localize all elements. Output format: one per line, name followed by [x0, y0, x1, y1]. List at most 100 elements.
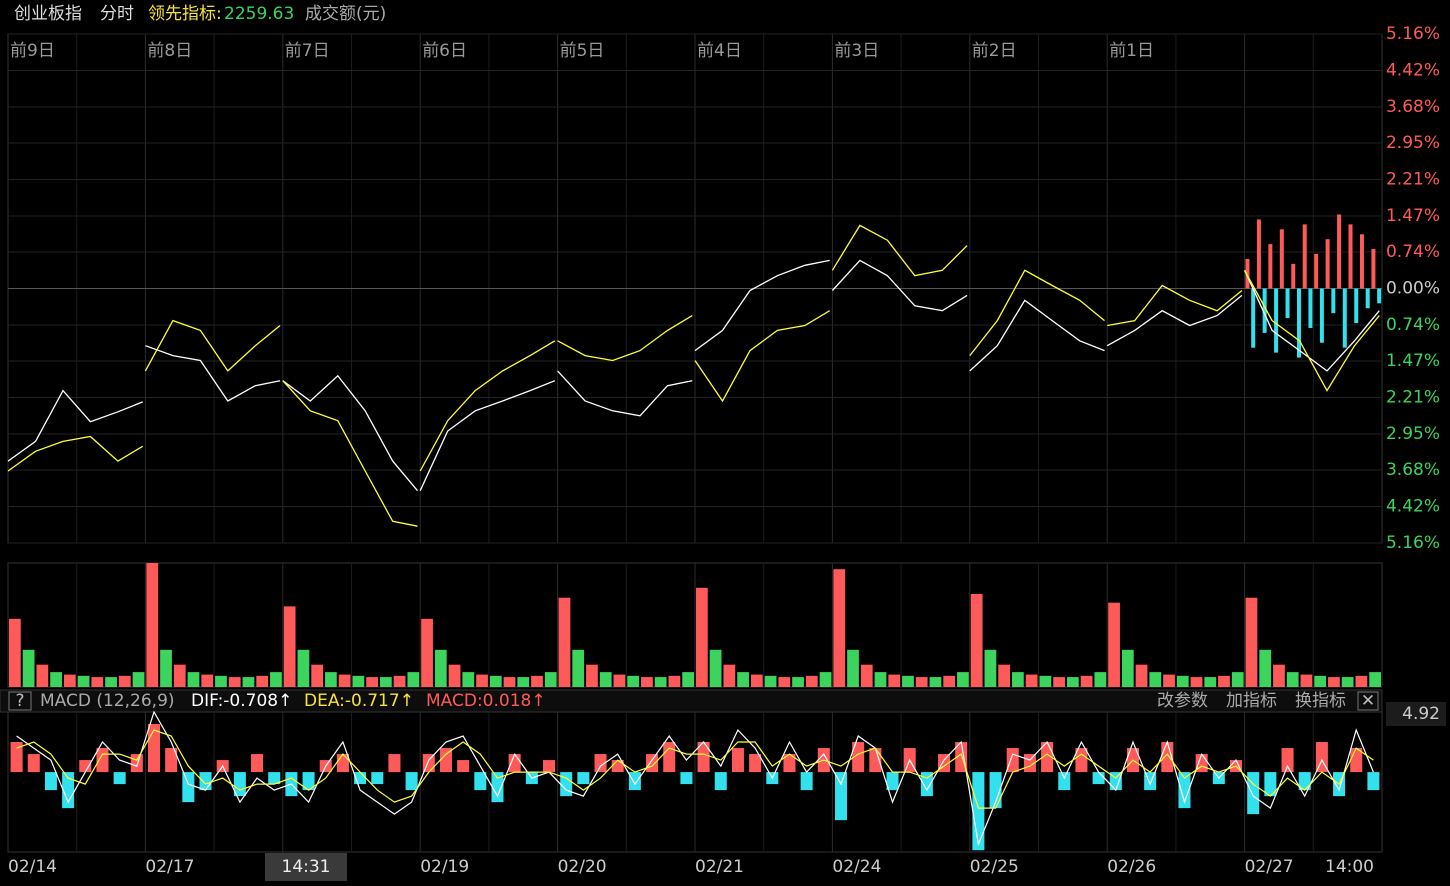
- volume-bar: [1080, 675, 1093, 687]
- day-label: 前8日: [147, 41, 192, 61]
- macd-bar: [474, 772, 487, 791]
- close-box[interactable]: [1357, 691, 1379, 711]
- help[interactable]: ?: [15, 691, 24, 711]
- macd-bar: [457, 760, 470, 773]
- cursor-box: [265, 853, 347, 881]
- y-tick-label: 5.16%: [1386, 24, 1440, 44]
- button[interactable]: 改参数: [1157, 691, 1208, 711]
- volume-bar: [1273, 664, 1285, 687]
- macd-bar: [199, 772, 212, 791]
- macd-bar: [388, 754, 401, 773]
- volume-bar: [737, 672, 749, 687]
- volume-bar: [943, 675, 956, 687]
- volume-bar: [874, 672, 887, 687]
- volume-bar: [709, 649, 722, 687]
- x-tick-label: 02/19: [420, 857, 469, 877]
- macd-bar: [697, 742, 710, 773]
- volume-bar: [984, 649, 997, 687]
- volume-bar: [957, 672, 969, 687]
- volume-bar: [270, 672, 282, 687]
- volume-bar: [173, 664, 186, 687]
- volume-bar: [1204, 677, 1217, 687]
- macd-bar: [165, 748, 178, 773]
- macd-bar: [680, 772, 693, 785]
- dif: DIF:-0.708↑: [191, 691, 292, 711]
- y-tick-label: 0.00%: [1386, 279, 1440, 299]
- volume-bar: [1341, 677, 1354, 687]
- macd-bar: [371, 772, 384, 785]
- volume-bar: [778, 677, 791, 687]
- volume-bar: [132, 672, 145, 687]
- day-label: 前6日: [422, 41, 467, 61]
- volume-bar: [1190, 677, 1203, 687]
- session-bar: [1337, 214, 1342, 289]
- volume-bar: [1286, 672, 1299, 687]
- macd-bar: [989, 772, 1002, 809]
- volume-bar: [1108, 602, 1120, 687]
- macd-bar: [1006, 748, 1019, 773]
- volume-bar: [696, 587, 708, 687]
- y-tick-label: 4.42%: [1386, 60, 1440, 80]
- leader-label: 领先指标:: [148, 4, 222, 24]
- x-tick-label: 02/24: [832, 857, 881, 877]
- volume-bar: [146, 563, 159, 687]
- macd-bar: [800, 772, 813, 791]
- volume-bar: [792, 677, 804, 687]
- volume-bar: [503, 677, 516, 687]
- macd-bar: [852, 742, 865, 773]
- session-bar: [1331, 288, 1336, 314]
- macd-bar: [663, 742, 676, 773]
- volume-bar: [805, 675, 818, 687]
- y-tick-label: 3.68%: [1386, 97, 1440, 117]
- volume-bar: [434, 649, 447, 687]
- volume-bar: [297, 649, 310, 687]
- volume-bar: [1245, 597, 1258, 687]
- y-tick-label: 2.95%: [1386, 133, 1440, 153]
- session-bar: [1371, 249, 1376, 289]
- volume-bar: [1163, 674, 1175, 687]
- help-box[interactable]: [8, 691, 32, 711]
- volume-bar: [9, 618, 21, 687]
- volume-bar: [476, 674, 488, 687]
- volume-bar: [929, 677, 942, 687]
- macd-bar: [302, 772, 315, 791]
- session-bar: [1354, 288, 1359, 324]
- volume-bar: [1025, 674, 1038, 687]
- volume-bar: [1369, 672, 1381, 687]
- leader-value: 2259.63: [224, 4, 294, 24]
- volume-bar: [118, 675, 131, 687]
- volume-bar: [517, 677, 530, 687]
- volume-bar: [338, 674, 351, 687]
- volume-bar: [1121, 649, 1134, 687]
- x-tick-label: 02/17: [145, 857, 194, 877]
- session-bar: [1365, 288, 1370, 309]
- dea: DEA:-0.717↑: [304, 691, 414, 711]
- macd-value: MACD:0.018↑: [426, 691, 546, 711]
- mode[interactable]: 分时: [100, 4, 134, 24]
- volume-bar: [888, 674, 901, 687]
- button[interactable]: 换指标: [1295, 691, 1346, 711]
- macd-bar: [577, 772, 590, 785]
- volume-bar: [160, 649, 172, 687]
- session-bar: [1291, 263, 1296, 289]
- volume-bar: [668, 675, 681, 687]
- volume-bar: [915, 677, 928, 687]
- volume-bar: [586, 664, 598, 687]
- macd-bar: [1281, 748, 1294, 773]
- session-bar: [1256, 219, 1261, 289]
- macd-bar: [783, 754, 796, 773]
- volume-bar: [1328, 677, 1340, 687]
- volume-bar: [366, 677, 378, 687]
- macd-line: [16, 710, 1374, 847]
- volume-bar: [228, 677, 241, 687]
- macd-bar: [10, 742, 23, 773]
- macd-bar: [972, 772, 985, 851]
- macd-bar: [1367, 772, 1380, 791]
- volume-bar: [682, 672, 694, 687]
- macd-bar: [834, 772, 847, 821]
- session-bar: [1285, 288, 1290, 319]
- x-tick-label: 02/21: [695, 857, 744, 877]
- close[interactable]: ✕: [1361, 691, 1375, 711]
- macd-bar: [405, 772, 418, 791]
- button[interactable]: 加指标: [1226, 691, 1277, 711]
